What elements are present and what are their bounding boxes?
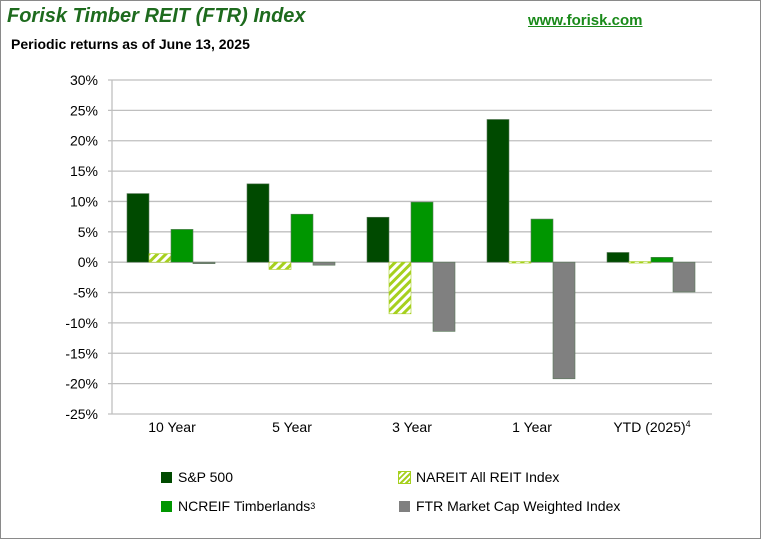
bar-s-p-500 bbox=[246, 183, 270, 263]
bar-nareit-all-reit-index bbox=[148, 253, 172, 263]
y-tick-label: -25% bbox=[65, 406, 98, 422]
legend-swatch bbox=[161, 500, 172, 512]
bar-ncreif-timberlands bbox=[650, 257, 674, 263]
legend-swatch bbox=[161, 471, 172, 483]
bar-ftr-market-cap-weighted-index bbox=[192, 261, 216, 264]
legend-label: NCREIF Timberlands bbox=[178, 498, 311, 514]
bar-nareit-all-reit-index bbox=[628, 261, 652, 264]
legend-swatch bbox=[398, 470, 411, 484]
y-tick-label: 25% bbox=[70, 102, 98, 118]
bar-ftr-market-cap-weighted-index bbox=[432, 261, 456, 332]
legend-label: FTR Market Cap Weighted Index bbox=[416, 498, 621, 514]
y-tick-label: 20% bbox=[70, 133, 98, 149]
legend-swatch bbox=[399, 500, 410, 512]
bar-ftr-market-cap-weighted-index bbox=[552, 261, 576, 380]
bar-ftr-market-cap-weighted-index bbox=[312, 261, 336, 266]
bar-ftr-market-cap-weighted-index bbox=[672, 261, 696, 293]
website-link[interactable]: www.forisk.com bbox=[528, 12, 643, 29]
chart-subtitle: Periodic returns as of June 13, 2025 bbox=[11, 36, 250, 52]
y-tick-label: -5% bbox=[73, 285, 98, 301]
plot-area: -25% -20% -15% -10% -5% 0% 5% 10% 15% 20% 25% 30% 10… bbox=[65, 72, 712, 435]
y-tick-label: 0% bbox=[78, 254, 98, 270]
legend-item: NCREIF Timberlands 3 bbox=[161, 498, 315, 514]
y-tick-label: 10% bbox=[70, 193, 98, 209]
x-tick-label: 5 Year bbox=[272, 419, 312, 435]
bar-nareit-all-reit-index bbox=[268, 261, 292, 270]
y-tick-label: -10% bbox=[65, 315, 98, 331]
bar-ncreif-timberlands bbox=[530, 218, 554, 263]
legend-item: S&P 500 bbox=[161, 469, 233, 485]
legend-superscript: 3 bbox=[310, 501, 316, 511]
x-tick-label: 3 Year bbox=[392, 419, 432, 435]
bar-ncreif-timberlands bbox=[410, 201, 434, 263]
y-tick-label: 30% bbox=[70, 72, 98, 88]
legend-item: NAREIT All REIT Index bbox=[398, 469, 560, 485]
y-tick-label: -15% bbox=[65, 345, 98, 361]
bar-ncreif-timberlands bbox=[170, 229, 194, 263]
bar-s-p-500 bbox=[486, 119, 510, 263]
bar-s-p-500 bbox=[366, 216, 390, 263]
legend-label: S&P 500 bbox=[178, 469, 234, 485]
legend-label: NAREIT All REIT Index bbox=[416, 469, 560, 485]
bar-s-p-500 bbox=[606, 252, 630, 263]
bar-s-p-500 bbox=[126, 193, 150, 263]
chart-title: Forisk Timber REIT (FTR) Index bbox=[7, 5, 306, 27]
x-tick-label: 1 Year bbox=[512, 419, 552, 435]
x-tick-label: YTD (2025)4 bbox=[613, 419, 690, 435]
bar-nareit-all-reit-index bbox=[508, 261, 532, 264]
bar-nareit-all-reit-index bbox=[388, 261, 412, 315]
legend-item: FTR Market Cap Weighted Index bbox=[399, 498, 620, 514]
y-tick-label: 15% bbox=[70, 163, 98, 179]
x-tick-label: 10 Year bbox=[148, 419, 196, 435]
y-tick-label: 5% bbox=[78, 224, 98, 240]
y-tick-label: -20% bbox=[65, 376, 98, 392]
bar-ncreif-timberlands bbox=[290, 213, 314, 263]
